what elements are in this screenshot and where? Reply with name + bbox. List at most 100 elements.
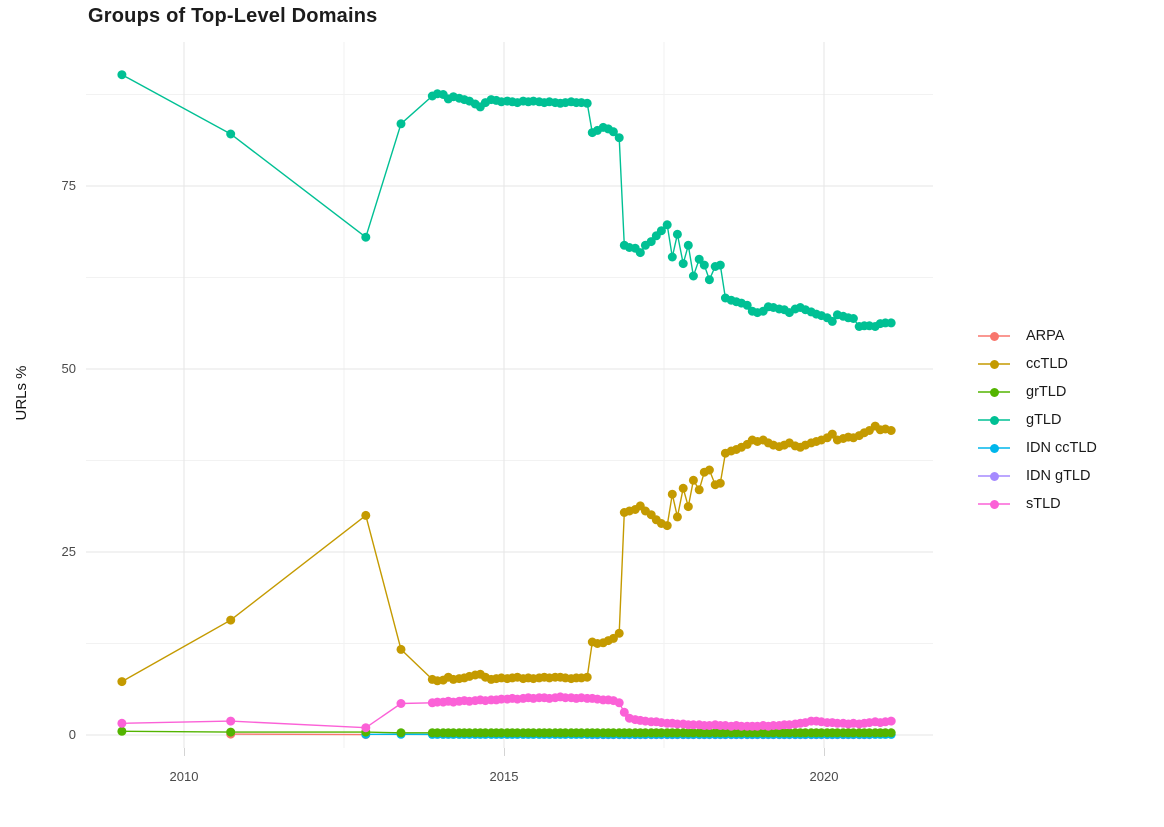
data-point xyxy=(608,633,618,643)
data-point xyxy=(582,98,592,108)
data-point xyxy=(678,483,688,493)
data-point xyxy=(886,426,896,435)
legend-item-arpa: ARPA xyxy=(978,322,1097,350)
data-point xyxy=(396,644,406,654)
data-point xyxy=(226,615,236,625)
legend-item-cctld: ccTLD xyxy=(978,350,1097,378)
series-gtld xyxy=(117,70,896,331)
legend-item-gtld: gTLD xyxy=(978,406,1097,434)
data-point xyxy=(614,628,624,638)
legend-key-dot xyxy=(989,387,999,397)
legend-item-stld: sTLD xyxy=(978,490,1097,518)
data-point xyxy=(683,502,693,512)
data-point xyxy=(672,512,682,522)
data-point xyxy=(742,300,752,310)
y-tick-label: 25 xyxy=(61,544,76,559)
data-point xyxy=(646,237,656,247)
legend-key-swatch xyxy=(978,406,1010,434)
data-point xyxy=(715,260,725,270)
data-point xyxy=(704,275,714,285)
y-tick-label: 50 xyxy=(61,361,76,376)
legend-label: gTLD xyxy=(1026,412,1062,428)
data-point xyxy=(117,718,127,728)
data-point xyxy=(361,510,371,520)
data-point xyxy=(662,521,672,531)
legend-label: grTLD xyxy=(1026,384,1067,400)
x-tick-mark xyxy=(824,748,825,756)
data-point xyxy=(688,475,698,485)
legend-label: sTLD xyxy=(1026,496,1061,512)
data-point xyxy=(117,70,127,80)
legend: ARPA ccTLD grTLD gTLD IDN ccTLD IDN gTLD sTLD xyxy=(978,322,1097,518)
legend-item-idn-gtld: IDN gTLD xyxy=(978,462,1097,490)
data-point xyxy=(117,677,127,687)
data-point xyxy=(396,119,406,129)
chart-title: Groups of Top-Level Domains xyxy=(88,5,378,27)
legend-label: ccTLD xyxy=(1026,356,1068,372)
data-point xyxy=(848,314,858,323)
series-cctld xyxy=(117,421,896,687)
legend-key-dot xyxy=(989,359,999,369)
data-point xyxy=(226,727,236,737)
legend-key-dot xyxy=(989,471,999,481)
data-point xyxy=(715,478,725,488)
data-point xyxy=(667,252,677,262)
y-tick-label: 0 xyxy=(68,727,76,742)
legend-item-grtld: grTLD xyxy=(978,378,1097,406)
x-tick-mark xyxy=(504,748,505,756)
data-point xyxy=(226,129,236,139)
x-tick-label: 2010 xyxy=(169,769,199,784)
data-point xyxy=(694,485,704,495)
data-point xyxy=(678,259,688,269)
x-tick-mark xyxy=(184,748,185,756)
data-point xyxy=(635,248,645,258)
x-tick-label: 2020 xyxy=(809,769,839,784)
legend-key-swatch xyxy=(978,350,1010,378)
series-arpa xyxy=(226,729,371,740)
data-point xyxy=(614,133,624,143)
y-axis-title: URLs % xyxy=(13,365,30,421)
data-point xyxy=(827,429,837,439)
series-grtld xyxy=(117,726,896,738)
data-point xyxy=(396,728,406,738)
plot-panel xyxy=(86,42,933,748)
data-point xyxy=(226,716,236,726)
legend-key-swatch xyxy=(978,434,1010,462)
data-point xyxy=(886,728,896,738)
legend-key-swatch xyxy=(978,378,1010,406)
data-point xyxy=(704,465,714,475)
legend-label: ARPA xyxy=(1026,328,1065,344)
legend-label: IDN ccTLD xyxy=(1026,440,1097,456)
legend-key-dot xyxy=(989,443,999,453)
data-point xyxy=(672,229,682,239)
legend-key-dot xyxy=(989,331,999,341)
legend-key-dot xyxy=(989,415,999,425)
data-point xyxy=(827,316,837,326)
data-point xyxy=(582,672,592,682)
data-point xyxy=(662,220,672,230)
x-tick-label: 2015 xyxy=(489,769,519,784)
data-point xyxy=(683,240,693,250)
data-point xyxy=(361,723,371,733)
data-point xyxy=(117,726,127,736)
legend-key-swatch xyxy=(978,322,1010,350)
data-point xyxy=(886,716,896,726)
legend-key-dot xyxy=(989,499,999,509)
data-point xyxy=(396,699,406,708)
series-line xyxy=(230,733,366,736)
data-point xyxy=(361,232,371,242)
data-point xyxy=(656,226,666,236)
legend-key-swatch xyxy=(978,462,1010,490)
data-point xyxy=(608,127,618,137)
legend-label: IDN gTLD xyxy=(1026,468,1091,484)
data-point xyxy=(886,318,896,328)
data-point xyxy=(688,271,698,281)
data-point xyxy=(694,254,704,264)
data-point xyxy=(619,707,629,717)
series-line xyxy=(121,74,892,328)
legend-key-swatch xyxy=(978,490,1010,518)
data-point xyxy=(614,698,624,708)
legend-item-idn-cctld: IDN ccTLD xyxy=(978,434,1097,462)
series-stld xyxy=(117,692,896,733)
